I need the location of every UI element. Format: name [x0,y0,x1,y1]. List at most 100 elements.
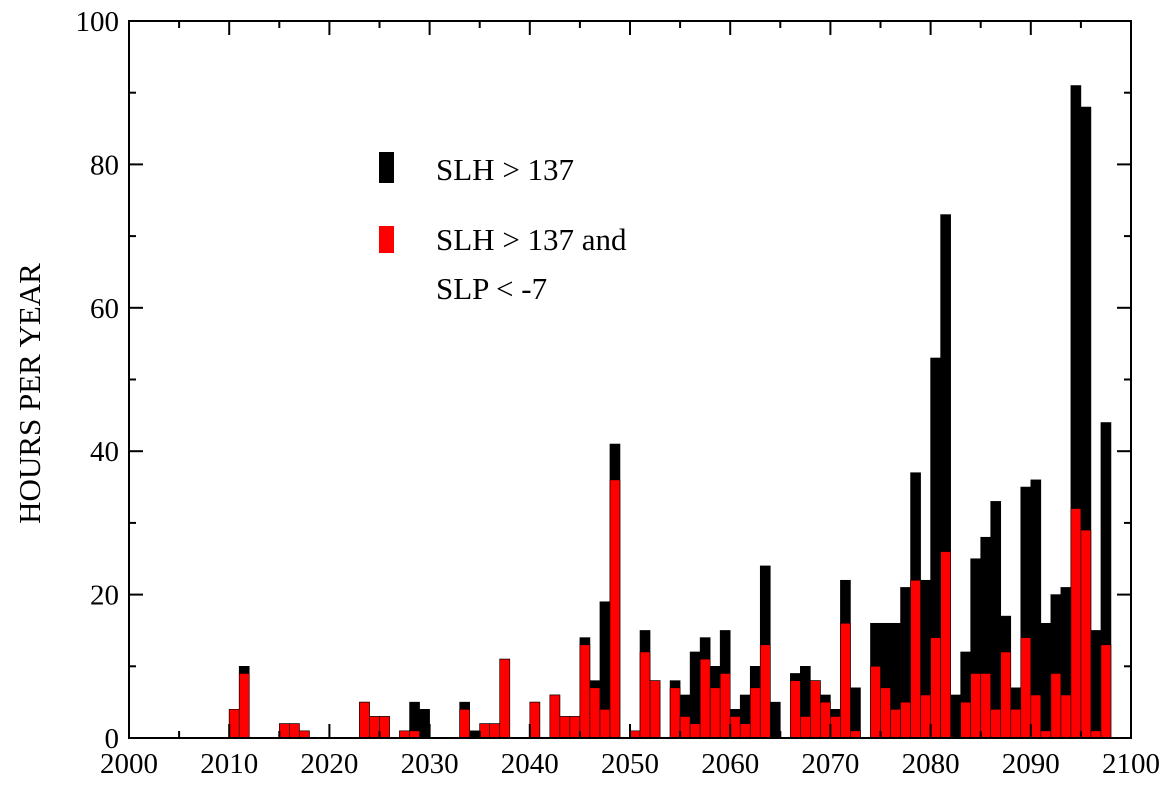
bar-slh-137-slp-2087 [990,709,1002,739]
series-slh-137-bars [228,85,1112,739]
bar-slh-137-slp-2093 [1050,673,1062,739]
bar-slh-137-slp-2051 [629,730,641,739]
bar-slh-137-slp-2077 [890,709,901,739]
bar-slh-137-slp-2080 [920,694,931,739]
bar-slh-137-slp-2075 [870,665,881,739]
legend-label-slp-lt-7: SLP < -7 [436,271,547,306]
bar-slh-137-slp-2063 [749,687,761,739]
bar-slh-137-slp-2024 [359,701,370,739]
x-tick-label: 2050 [601,748,659,780]
bar-slh-137-slp-2092 [1040,730,1052,739]
bar-slh-137-slp-2062 [739,723,751,739]
bar-slh-137-slp-2028 [399,730,410,739]
legend-swatch-slh-137 [379,152,394,183]
bar-slh-137-slp-2026 [379,716,390,739]
bar-slh-137-slp-2094 [1060,694,1072,739]
bar-slh-137-slp-2012 [238,673,250,739]
bar-slh-137-slp-2069 [810,680,821,739]
y-tick-label: 100 [76,6,120,38]
bar-slh-137-slp-2072 [840,622,851,739]
bar-slh-137-slp-2034 [459,709,470,739]
bar-slh-137-slp-2071 [830,716,841,739]
x-tick-label: 2040 [501,748,559,780]
bar-slh-137-slp-2058 [699,658,711,739]
bar-slh-137-slp-2084 [960,701,971,739]
bar-slh-137-slp-2041 [529,701,541,739]
bar-slh-137-slp-2036 [479,723,491,739]
bar-slh-137-slp-2064 [759,644,771,739]
x-tick-label: 2080 [902,748,960,780]
y-tick-label: 0 [105,723,120,755]
bar-slh-137-slp-2055 [669,687,681,739]
bar-slh-137-slp-2053 [649,680,661,739]
bar-slh-137-slp-2068 [800,716,811,739]
bar-slh-137-2097 [1090,630,1102,739]
bar-slh-137-slp-2048 [599,709,611,739]
bar-slh-137-slp-2059 [709,687,721,739]
bar-slh-137-slp-2078 [900,701,911,739]
bar-slh-137-slp-2037 [489,723,501,739]
x-tick-label: 2020 [300,748,358,780]
x-tick-label: 2000 [100,748,158,780]
bar-slh-137-slp-2043 [549,694,561,739]
bar-slh-137-slp-2082 [940,551,951,739]
bar-slh-137-slp-2076 [880,687,891,739]
axis-ticks [128,20,1132,739]
bar-slh-137-slp-2085 [970,673,981,739]
bar-slh-137-slp-2052 [639,651,651,739]
legend-swatch-slh-137-slp [379,226,394,253]
bar-slh-137-slp-2025 [369,716,380,739]
y-tick-label: 20 [90,580,119,612]
x-tick-label: 2070 [801,748,859,780]
bar-slh-137-slp-2011 [228,709,240,739]
bar-slh-137-slp-2038 [499,658,511,739]
bar-slh-137-slp-2029 [409,730,420,739]
bar-slh-137-slp-2090 [1020,637,1032,739]
bar-slh-137-slp-2079 [910,579,921,739]
bar-slh-137-slp-2044 [559,716,571,739]
y-tick-label: 60 [90,293,119,325]
x-tick-label: 2090 [1002,748,1060,780]
bar-slh-137-slp-2073 [850,730,861,739]
bar-slh-137-2092 [1040,622,1052,739]
bar-slh-137-slp-2049 [609,479,621,739]
bar-slh-137-slp-2016 [278,723,290,739]
x-tick-label: 2100 [1102,748,1160,780]
bar-slh-137-slp-2047 [589,687,601,739]
bar-slh-137-slp-2060 [719,673,731,739]
x-tick-label: 2030 [401,748,459,780]
bar-slh-137-2035 [469,730,480,739]
legend-label-slh-137: SLH > 137 [436,152,574,187]
bar-slh-137-slp-2018 [299,730,310,739]
bar-slh-137-slp-2095 [1070,508,1082,739]
bar-slh-137-slp-2096 [1080,529,1092,739]
bar-slh-137-slp-2017 [289,723,300,739]
series-slh-137-slp-bars [228,479,1112,739]
bar-slh-137-slp-2061 [729,716,741,739]
bar-slh-137-2087 [990,501,1002,739]
bar-slh-137-slp-2057 [689,723,701,739]
bar-slh-137-2030 [419,709,430,739]
bar-slh-137-slp-2086 [980,673,992,739]
y-tick-label: 80 [90,149,119,181]
bar-slh-137-slp-2097 [1090,730,1102,739]
y-tick-label: 40 [90,436,119,468]
bar-slh-137-slp-2045 [569,716,581,739]
legend-label-slh-137-and: SLH > 137 and [436,222,627,257]
bar-slh-137-slp-2056 [679,716,691,739]
bar-slh-137-slp-2098 [1100,644,1112,739]
bar-slh-137-slp-2046 [579,644,591,739]
bar-slh-137-2073 [850,687,861,739]
x-axis-tick-labels: 2000 2010 2020 2030 2040 2050 2060 2070 2080 2090… [100,748,1160,780]
legend: SLH > 137 SLH > 137 and SLP < -7 [379,152,627,306]
bar-slh-137-2065 [769,701,781,739]
bar-slh-137-slp-2088 [1000,651,1012,739]
bar-slh-137-2083 [950,694,961,739]
x-tick-label: 2010 [200,748,258,780]
bar-slh-137-slp-2067 [790,680,801,739]
y-axis-title: HOURS PER YEAR [12,263,47,524]
bar-slh-137-slp-2070 [820,701,831,739]
x-tick-label: 2060 [701,748,759,780]
